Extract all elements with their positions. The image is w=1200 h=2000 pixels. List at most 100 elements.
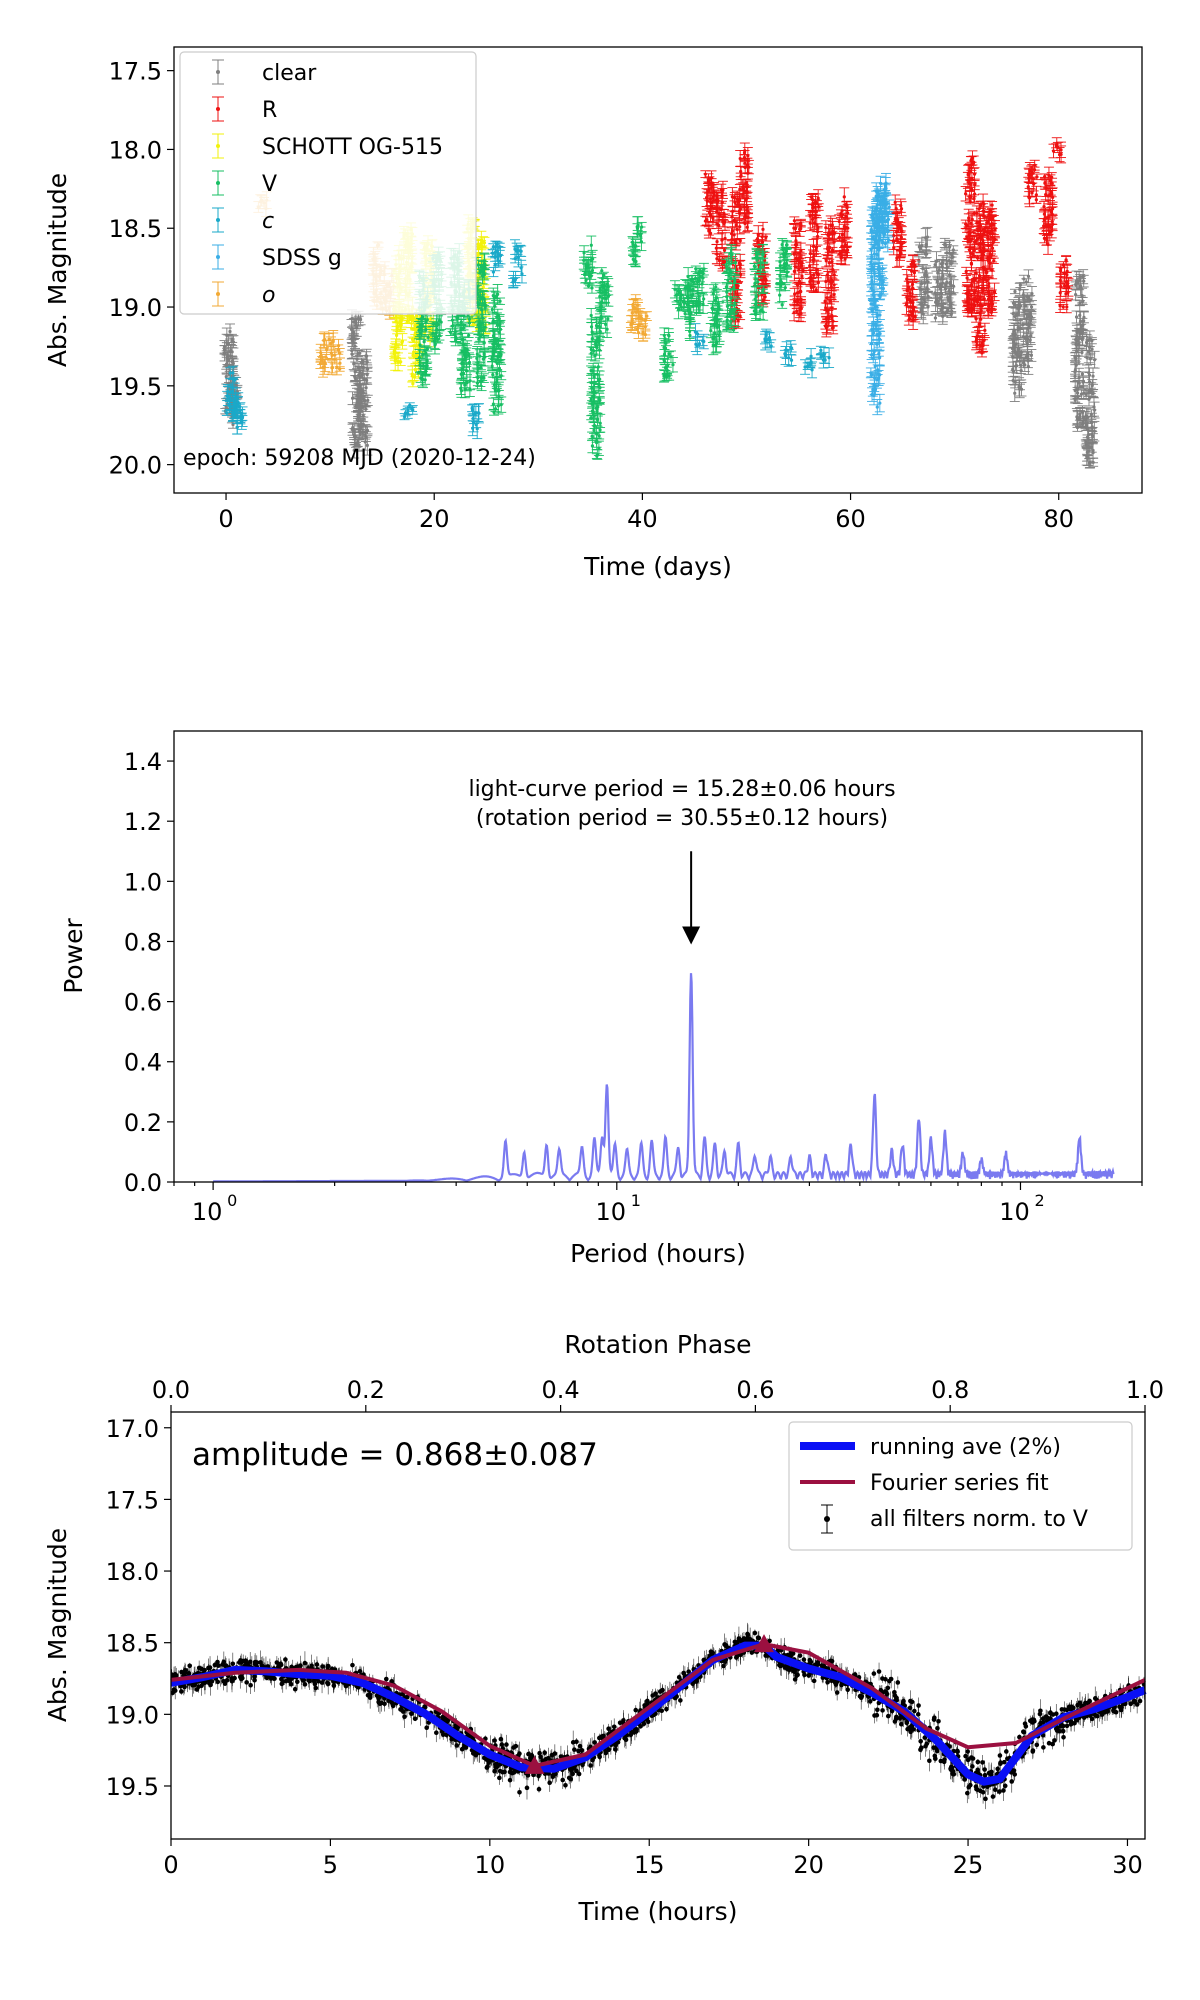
periodogram-y-label: Power <box>59 917 88 993</box>
y-tick-label: 17.5 <box>109 58 162 86</box>
y-tick-label: 0.0 <box>124 1169 162 1197</box>
data-point <box>347 349 358 359</box>
data-point <box>1030 1743 1036 1758</box>
data-point <box>630 255 641 268</box>
y-tick-label: 1.4 <box>124 748 162 776</box>
data-point <box>997 1788 1002 1795</box>
y-tick-label: 19.0 <box>106 1701 159 1729</box>
data-point <box>945 293 956 309</box>
top-x-tick-label: 0.6 <box>736 1376 774 1404</box>
data-point <box>966 257 977 272</box>
top-x-tick-label: 0.8 <box>931 1376 969 1404</box>
periodogram-x-label: Period (hours) <box>570 1239 746 1268</box>
y-tick-label: 0.4 <box>124 1049 162 1077</box>
y-tick-label: 0.6 <box>124 989 162 1017</box>
data-point <box>227 355 238 368</box>
data-point <box>221 327 232 344</box>
y-tick-label: 19.5 <box>109 373 162 401</box>
data-point <box>283 1656 288 1663</box>
data-point <box>895 198 906 213</box>
data-point <box>659 358 670 365</box>
y-tick-label: 18.0 <box>106 1558 159 1586</box>
lightcurve-panel: 0 20 40 60 80 17.5 18.0 18.5 19.0 19.5 20.0 Time (… <box>43 46 1143 581</box>
x-tick-label: 20 <box>419 505 450 533</box>
data-point <box>705 228 716 239</box>
lightcurve-x-label: Time (days) <box>583 552 732 581</box>
data-point <box>1034 1740 1040 1750</box>
data-point <box>248 1676 253 1695</box>
legend-fourier-label: Fourier series fit <box>870 1471 1049 1496</box>
x-tick-exponent: 1 <box>631 1191 641 1210</box>
folded-top-x-label: Rotation Phase <box>564 1330 751 1359</box>
y-tick-label: 19.5 <box>106 1773 159 1801</box>
data-point <box>488 266 499 278</box>
x-tick-label: 25 <box>953 1851 984 1879</box>
period-annotation-line2: (rotation period = 30.55±0.12 hours) <box>476 806 888 831</box>
x-tick-label: 40 <box>627 505 658 533</box>
data-point <box>591 453 602 459</box>
data-point <box>348 333 359 340</box>
folded-panel: 0 5 10 15 20 25 30 0.0 0.2 0.4 0.6 0.8 1.0 17.0 17.5 18… <box>43 1330 1164 1926</box>
data-point <box>630 245 641 265</box>
data-point <box>946 276 957 296</box>
data-point <box>806 194 817 200</box>
y-tick-label: 1.2 <box>124 808 162 836</box>
data-point <box>975 1767 981 1773</box>
y-tick-label: 18.0 <box>109 136 162 164</box>
data-point <box>975 1758 981 1765</box>
data-point <box>709 287 720 293</box>
legend-running-ave-label: running ave (2%) <box>870 1435 1061 1460</box>
legend-data-label: all filters norm. to V <box>870 1507 1088 1532</box>
y-tick-label: 20.0 <box>109 452 162 480</box>
x-tick-exponent: 2 <box>1034 1191 1044 1210</box>
series-sdss-g <box>865 172 895 416</box>
period-annotation-line1: light-curve period = 15.28±0.06 hours <box>468 777 895 802</box>
top-x-tick-label: 0.0 <box>152 1376 190 1404</box>
data-point <box>524 1776 530 1800</box>
x-tick-label: 0 <box>163 1851 178 1879</box>
periodogram-panel: 0.00.20.40.60.81.01.21.410 0 10 1 10 2 Period… <box>59 730 1143 1268</box>
data-point <box>347 422 358 433</box>
amplitude-text: amplitude = 0.868±0.087 <box>192 1437 598 1473</box>
legend-label: o <box>262 283 275 308</box>
data-point <box>752 1629 758 1637</box>
x-tick-label: 20 <box>793 1851 824 1879</box>
data-point <box>927 1750 932 1772</box>
data-point <box>790 235 801 246</box>
x-tick-label: 15 <box>634 1851 665 1879</box>
data-point <box>347 337 358 344</box>
data-point <box>907 255 918 271</box>
data-point <box>574 1738 579 1746</box>
y-tick-label: 0.8 <box>124 928 162 956</box>
y-tick-label: 17.0 <box>106 1415 159 1443</box>
data-point <box>1060 1728 1066 1734</box>
x-tick-label: 10 <box>475 1851 506 1879</box>
x-tick-label: 80 <box>1043 505 1074 533</box>
data-point <box>356 357 367 369</box>
folded-x-label: Time (hours) <box>578 1897 738 1926</box>
data-point <box>896 242 907 255</box>
periodogram-curve <box>213 973 1115 1183</box>
data-point <box>292 1685 298 1694</box>
x-tick-label: 5 <box>323 1851 338 1879</box>
y-tick-label: 18.5 <box>106 1630 159 1658</box>
y-tick-label: 1.0 <box>124 868 162 896</box>
data-point <box>350 1658 355 1672</box>
x-tick-label: 30 <box>1112 1851 1143 1879</box>
data-point <box>821 254 832 268</box>
y-tick-label: 19.0 <box>109 294 162 322</box>
data-point <box>221 356 232 375</box>
period-arrowhead <box>682 926 701 945</box>
top-x-tick-label: 1.0 <box>1126 1376 1164 1404</box>
data-point <box>572 1745 577 1755</box>
data-point <box>596 267 607 275</box>
data-point <box>727 187 738 207</box>
y-tick-label: 0.2 <box>124 1109 162 1137</box>
data-point <box>931 1713 937 1726</box>
data-point <box>228 335 239 349</box>
x-tick-label: 0 <box>218 505 233 533</box>
top-x-tick-label: 0.4 <box>542 1376 580 1404</box>
data-point <box>987 201 998 210</box>
x-tick-label: 10 <box>596 1198 627 1226</box>
